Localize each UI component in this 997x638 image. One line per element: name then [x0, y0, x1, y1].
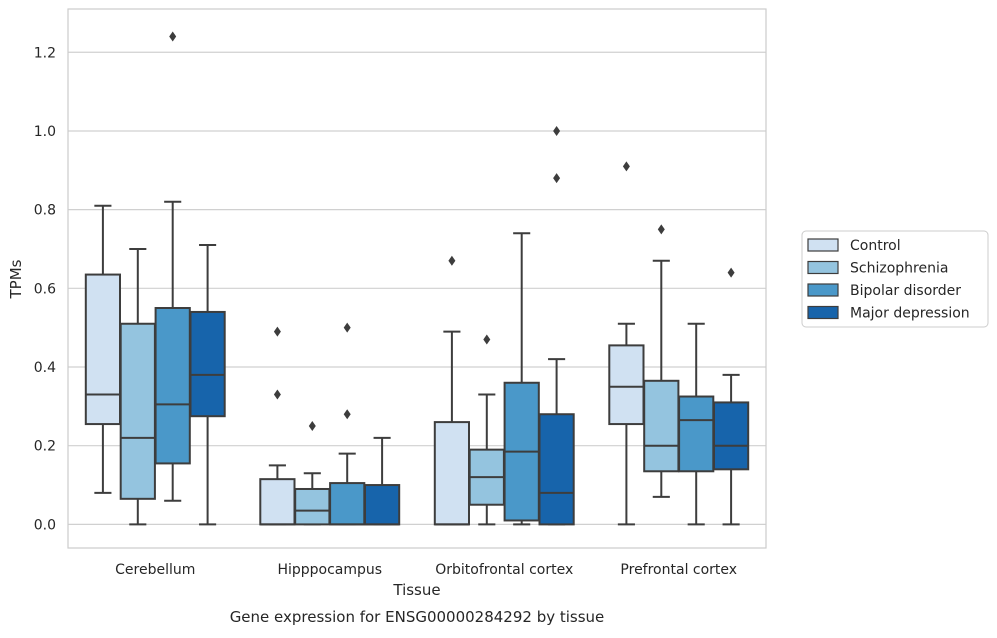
- box-group: [84, 204, 122, 494]
- box-group: [433, 255, 471, 526]
- x-tick-label: Hipppocampus: [277, 562, 382, 578]
- legend-frame: [801, 230, 989, 328]
- legend-swatch: [807, 305, 839, 320]
- box: [608, 344, 645, 426]
- outlier-point: [657, 224, 665, 235]
- y-tick-label: 0.4: [34, 360, 56, 376]
- box: [84, 273, 122, 426]
- y-tick-label: 0.8: [34, 203, 56, 219]
- outlier-point: [169, 31, 177, 42]
- chart-caption: Gene expression for ENSG00000284292 by t…: [230, 608, 605, 626]
- x-axis: Cerebellum Hipppocampus Orbitofrontal cort…: [115, 562, 737, 578]
- box-group: [363, 436, 401, 526]
- box: [119, 322, 156, 500]
- x-tick-label: Cerebellum: [115, 562, 195, 578]
- box-group: [154, 31, 191, 502]
- box: [678, 395, 715, 473]
- box: [643, 379, 680, 473]
- outlier-point: [727, 267, 735, 278]
- outlier-point: [343, 322, 351, 333]
- outlier-point: [553, 125, 561, 136]
- box-group: [712, 267, 750, 526]
- outlier-point: [553, 173, 561, 184]
- x-tick-label: Orbitofrontal cortex: [435, 562, 573, 578]
- y-tick-label: 0.6: [34, 281, 56, 297]
- legend-label: Major depression: [850, 306, 970, 322]
- box: [538, 413, 575, 526]
- box-group: [189, 244, 226, 526]
- box: [363, 484, 401, 526]
- box-group: [643, 224, 680, 498]
- legend-label: Control: [850, 238, 901, 254]
- plot-frame: [67, 8, 767, 549]
- box-group: [538, 125, 575, 526]
- legend-label: Schizophrenia: [850, 261, 948, 277]
- box: [294, 487, 331, 526]
- box: [259, 478, 296, 526]
- box: [329, 482, 366, 526]
- legend-label: Bipolar disorder: [850, 283, 961, 299]
- outlier-point: [448, 255, 456, 266]
- x-axis-label: Tissue: [392, 581, 440, 599]
- box-group: [678, 322, 715, 526]
- outlier-point: [308, 421, 316, 432]
- y-tick-label: 1.0: [34, 124, 56, 140]
- box: [433, 421, 471, 526]
- y-axis: 0.0 0.2 0.4 0.6 0.8 1.0 1.2: [34, 45, 56, 533]
- y-tick-label: 1.2: [34, 45, 56, 61]
- box: [189, 310, 226, 418]
- legend-swatch: [807, 260, 839, 275]
- y-axis-label: TPMs: [7, 259, 25, 299]
- legend-swatch: [807, 283, 839, 297]
- x-tick-label: Prefrontal cortex: [620, 562, 737, 578]
- plot-area: [84, 31, 750, 526]
- box-group: [608, 161, 645, 526]
- outlier-point: [483, 334, 491, 345]
- box: [154, 307, 191, 465]
- box-group: [119, 247, 156, 526]
- box-group: [294, 421, 331, 526]
- y-tick-label: 0.0: [34, 517, 56, 533]
- y-tick-label: 0.2: [34, 439, 56, 455]
- legend: Control Schizophrenia Bipolar disorder Majo…: [801, 230, 989, 328]
- outlier-point: [622, 161, 630, 172]
- legend-swatch: [807, 238, 839, 252]
- box-group: [259, 326, 296, 526]
- box-group: [503, 232, 540, 526]
- outlier-point: [273, 389, 281, 400]
- box: [712, 401, 750, 471]
- outlier-point: [343, 409, 351, 420]
- box-group: [468, 334, 505, 526]
- outlier-point: [273, 326, 281, 337]
- box-group: [329, 322, 366, 526]
